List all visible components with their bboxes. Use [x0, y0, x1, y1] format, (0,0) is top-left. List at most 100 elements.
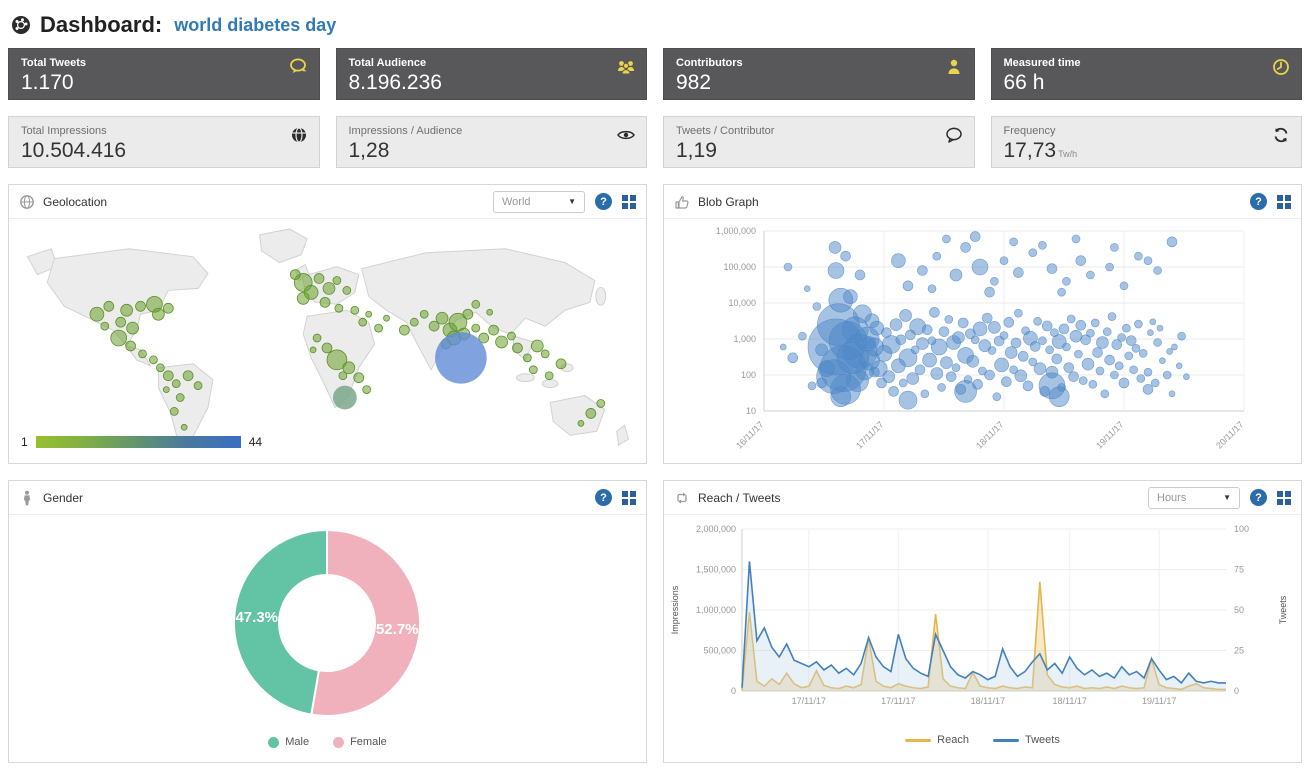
blob-bubble [1070, 330, 1082, 342]
blob-bubble [1023, 381, 1033, 391]
map-bubble [290, 270, 300, 280]
page-title: Dashboard: [40, 12, 162, 38]
grid-menu-icon[interactable] [1277, 491, 1291, 505]
map-bubble [436, 312, 448, 324]
map-bubble [512, 343, 522, 353]
blob-bubble [1082, 358, 1094, 370]
map-bubble [156, 364, 164, 372]
stat-label: Impressions / Audience [349, 125, 635, 137]
help-icon[interactable]: ? [1250, 489, 1267, 506]
blob-bubble [1058, 288, 1066, 296]
panel-blob-graph: Blob Graph ? 101001,00010,000100,0001,00… [663, 184, 1302, 464]
map-bubble [343, 286, 351, 294]
blob-bubble [1171, 344, 1177, 350]
blob-bubble [1018, 351, 1028, 361]
map-bubble [181, 424, 187, 430]
legend-dot [333, 737, 344, 748]
grid-menu-icon[interactable] [622, 195, 636, 209]
help-icon[interactable]: ? [1250, 193, 1267, 210]
blob-bubble [883, 371, 895, 383]
grid-menu-icon[interactable] [622, 491, 636, 505]
gender-donut-chart[interactable]: 52.7%47.3% [9, 515, 645, 727]
legend-item-male[interactable]: Male [268, 736, 309, 748]
blob-bubble [907, 372, 919, 384]
help-icon[interactable]: ? [595, 193, 612, 210]
svg-text:1,000: 1,000 [733, 334, 756, 344]
help-icon[interactable]: ? [595, 489, 612, 506]
blob-bubble [1150, 319, 1156, 325]
panel-controls: ? [1250, 193, 1291, 210]
blob-bubble [1144, 368, 1152, 376]
axis-label-impressions: Impressions [670, 585, 680, 634]
page-subtitle[interactable]: world diabetes day [174, 15, 336, 36]
gender-person-icon [19, 490, 35, 506]
stat-value: 1,19 [676, 139, 962, 163]
blob-bubble [1110, 243, 1118, 251]
blob-bubble [1154, 266, 1162, 274]
blob-scatter-chart[interactable]: 101001,00010,000100,0001,000,00016/11/17… [664, 219, 1300, 463]
blob-bubble [945, 315, 953, 323]
thumbs-up-icon [674, 194, 690, 210]
blob-bubble [933, 252, 941, 260]
reach-interval-dropdown[interactable]: Hours ▼ [1148, 487, 1240, 509]
blob-bubble [939, 327, 949, 337]
blob-bubble [1134, 320, 1142, 328]
svg-text:100: 100 [1234, 524, 1249, 534]
blob-bubble [896, 335, 906, 345]
eye-icon [616, 125, 636, 145]
reach-tweets-legend: Reach Tweets [664, 730, 1301, 754]
blob-bubble [1143, 384, 1153, 394]
blob-bubble [1151, 379, 1159, 387]
stat-label: Measured time [1004, 57, 1290, 69]
map-bubble [127, 322, 139, 334]
blob-bubble [808, 382, 816, 390]
svg-text:75: 75 [1234, 565, 1244, 575]
stat-card-frequency: Frequency 17,73Tw/h [991, 116, 1303, 168]
blob-bubble [1096, 367, 1104, 375]
blob-bubble [1062, 343, 1070, 351]
blob-bubble [973, 322, 987, 336]
blob-bubble [915, 365, 925, 375]
blob-bubble [958, 318, 968, 328]
stat-value: 10.504.416 [21, 139, 307, 163]
blob-bubble [1047, 264, 1057, 274]
blob-bubble [1004, 317, 1014, 327]
blob-bubble [1030, 341, 1040, 351]
geolocation-scope-dropdown[interactable]: World ▼ [493, 191, 585, 213]
blob-bubble [1076, 256, 1086, 266]
map-bubble [578, 420, 584, 426]
blob-bubble [1062, 277, 1070, 285]
chevron-down-icon: ▼ [1223, 493, 1231, 502]
series-area-tweets [742, 561, 1226, 691]
map-bubble [399, 325, 409, 335]
blob-bubble [1038, 241, 1046, 249]
svg-text:18/11/17: 18/11/17 [1052, 696, 1086, 706]
blob-bubble [917, 265, 927, 275]
legend-min: 1 [21, 435, 28, 449]
donut-slice-label: 47.3% [235, 609, 278, 626]
legend-item-reach[interactable]: Reach [905, 734, 969, 746]
blob-bubble [1178, 332, 1186, 340]
blob-bubble [1132, 344, 1140, 352]
stat-value-unit: Tw/h [1058, 149, 1077, 159]
legend-item-tweets[interactable]: Tweets [993, 734, 1060, 746]
blob-bubble [1103, 328, 1111, 336]
map-bubble [183, 371, 193, 381]
map-bubble [163, 303, 173, 313]
stat-label: Total Impressions [21, 125, 307, 137]
map-bubble [472, 324, 480, 332]
reach-tweets-line-chart[interactable]: 0500,0001,000,0001,500,0002,000,00002550… [664, 515, 1300, 725]
svg-text:25: 25 [1234, 646, 1244, 656]
stat-card-total-tweets: Total Tweets 1.170 [8, 48, 320, 100]
blob-bubble [1159, 358, 1165, 364]
blob-bubble [967, 355, 979, 367]
blob-bubble [1091, 319, 1099, 327]
blob-bubble [1010, 238, 1018, 246]
legend-item-female[interactable]: Female [333, 736, 387, 748]
blob-bubble [938, 383, 946, 391]
svg-text:100,000: 100,000 [723, 262, 756, 272]
grid-menu-icon[interactable] [1277, 195, 1291, 209]
axis-label-tweets: Tweets [1278, 595, 1288, 624]
retweet-icon [674, 490, 690, 506]
world-map[interactable] [9, 219, 645, 463]
